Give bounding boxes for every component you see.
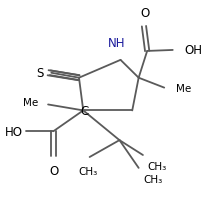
Text: O: O bbox=[50, 164, 59, 177]
Text: NH: NH bbox=[108, 37, 125, 50]
Text: HO: HO bbox=[4, 125, 23, 138]
Text: OH: OH bbox=[185, 44, 202, 57]
Text: CH₃: CH₃ bbox=[147, 161, 166, 171]
Text: Me: Me bbox=[23, 98, 38, 108]
Text: CH₃: CH₃ bbox=[143, 174, 162, 184]
Text: O: O bbox=[140, 7, 150, 20]
Text: CH₃: CH₃ bbox=[78, 166, 97, 176]
Text: S: S bbox=[36, 67, 43, 80]
Text: C: C bbox=[80, 104, 88, 117]
Text: Me: Me bbox=[176, 83, 191, 93]
